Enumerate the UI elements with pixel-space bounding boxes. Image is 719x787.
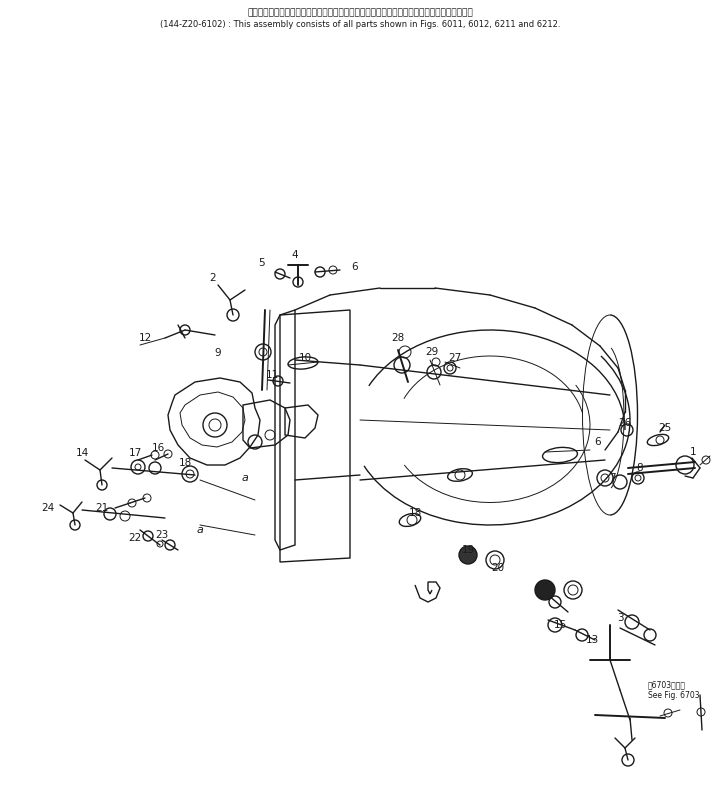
Text: 6: 6 (595, 437, 601, 447)
Text: (144-Z20-6102) : This assembly consists of all parts shown in Figs. 6011, 6012, : (144-Z20-6102) : This assembly consists … (160, 20, 560, 29)
Text: 14: 14 (75, 448, 88, 458)
Text: 23: 23 (155, 530, 169, 540)
Text: 1: 1 (690, 447, 696, 457)
Text: a: a (196, 525, 203, 535)
Text: 24: 24 (42, 503, 55, 513)
Text: 19: 19 (462, 545, 475, 555)
Text: 26: 26 (618, 418, 631, 428)
Text: 22: 22 (129, 533, 142, 543)
Text: 21: 21 (96, 503, 109, 513)
Text: 13: 13 (585, 635, 599, 645)
Text: 17: 17 (129, 448, 142, 458)
Text: 27: 27 (449, 353, 462, 363)
Text: 11: 11 (265, 370, 279, 380)
Text: 25: 25 (659, 423, 672, 433)
Text: 第6703図参照: 第6703図参照 (648, 681, 686, 689)
Text: 4: 4 (292, 250, 298, 260)
Circle shape (535, 580, 555, 600)
Text: 29: 29 (426, 347, 439, 357)
Text: 2: 2 (210, 273, 216, 283)
Text: 3: 3 (617, 613, 623, 623)
Text: 18: 18 (408, 508, 421, 518)
Text: 5: 5 (259, 258, 265, 268)
Text: a: a (242, 473, 249, 483)
Text: 28: 28 (391, 333, 405, 343)
Text: 18: 18 (178, 458, 192, 468)
Text: 8: 8 (637, 463, 644, 473)
Text: 16: 16 (152, 443, 165, 453)
Text: このアセンブリの構成部品は第６０１１、６０１２、６２１１および第６２１２図を含みます: このアセンブリの構成部品は第６０１１、６０１２、６２１１および第６２１２図を含み… (247, 8, 473, 17)
Text: 6: 6 (352, 262, 358, 272)
Text: 9: 9 (215, 348, 221, 358)
Text: 10: 10 (298, 353, 311, 363)
Text: 20: 20 (492, 563, 505, 573)
Text: 15: 15 (554, 620, 567, 630)
Text: 12: 12 (138, 333, 152, 343)
Text: See Fig. 6703: See Fig. 6703 (648, 692, 700, 700)
Circle shape (459, 546, 477, 564)
Text: 7: 7 (609, 473, 615, 483)
